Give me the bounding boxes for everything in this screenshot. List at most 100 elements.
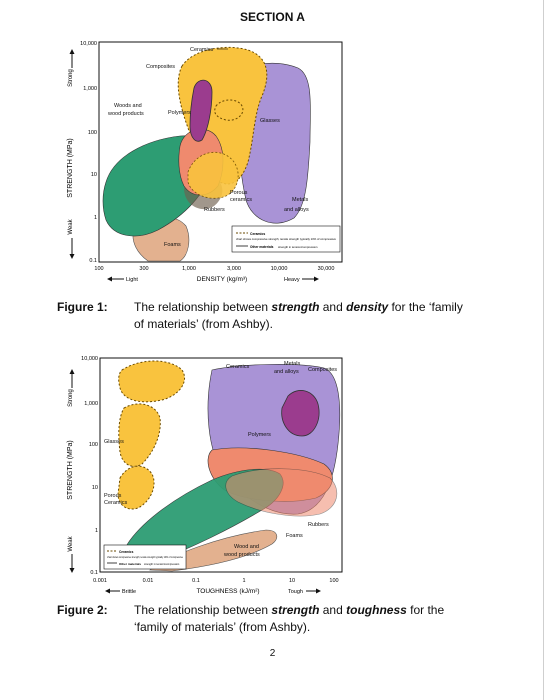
figure1-x-arrow-left-head — [107, 276, 112, 282]
page-number: 2 — [269, 648, 276, 659]
figure1-label-rubbers: Rubbers — [204, 207, 225, 213]
figure1-y-tick: 0.1 — [89, 258, 97, 264]
figure2-label-porous-1: Porous — [104, 493, 122, 499]
figure2-label-ceramics: Ceramics — [226, 364, 249, 370]
figure2-legend: Ceramics chart shows compressive strengt… — [103, 544, 187, 570]
figure2-caption-label: Figure 2: — [57, 603, 108, 617]
figure2-region-porous — [117, 465, 155, 510]
figure1-caption-strength: strength — [271, 300, 320, 314]
figure2-label-porous-2: Ceramics — [104, 500, 127, 506]
figure2-chart: STRENGTH (MPa) Strong Weak 10,000 1,000 … — [67, 356, 343, 595]
figure2-x-tick: 10 — [289, 578, 295, 584]
section-title: SECTION A — [240, 10, 305, 24]
figure1-x-light: Light — [126, 277, 138, 283]
figure2-caption-part: for the ‘family of materials’ (from Ashb… — [134, 603, 445, 634]
figure1-legend-other-label: Other materials — [250, 245, 274, 249]
figure1-y-axis: STRENGTH (MPa) Strong Weak 10,000 1,000 … — [67, 41, 97, 264]
figure2-x-tick: 100 — [329, 578, 338, 584]
figure2-caption-toughness: toughness — [346, 603, 407, 617]
figure1-region-glasses — [214, 99, 244, 121]
figure2-x-brittle: Brittle — [122, 589, 136, 595]
figure2-region-ceramics — [118, 360, 185, 403]
figure1-label-metals-2: and alloys — [284, 207, 309, 213]
figure2-y-tick: 100 — [89, 442, 98, 448]
figure1-y-weak: Weak — [68, 218, 74, 234]
figure1-caption: Figure 1: The relationship between stren… — [57, 299, 497, 335]
figure1-x-tick: 100 — [94, 266, 103, 272]
figure2-label-metals-1: Metals — [284, 361, 300, 367]
figure2-region-rubbers — [225, 468, 338, 517]
figure1-x-tick: 1,000 — [182, 266, 196, 272]
figure1-x-tick: 3,000 — [227, 266, 241, 272]
figure2-y-tick: 1,000 — [84, 401, 98, 407]
figure1-x-tick: 300 — [139, 266, 148, 272]
figure2-label-woods-1: Wood and — [234, 544, 259, 550]
figure1-caption-part: The relationship between — [134, 300, 272, 314]
figure2-legend-ceramics-text: chart shows compressive strength; tensil… — [107, 556, 184, 559]
figure2-regions — [117, 360, 341, 572]
figure1-label-porous-2: ceramics — [230, 197, 252, 203]
figure2-region-labels: Ceramics Metals and alloys Composites Gl… — [104, 361, 337, 558]
figure2-caption: Figure 2: The relationship between stren… — [57, 602, 497, 638]
figure2-x-arrow-left-head — [105, 588, 110, 594]
figure2-y-tick: 10 — [92, 485, 98, 491]
figure1-y-arrow-up-head — [69, 49, 75, 54]
figure1-legend-box — [231, 225, 341, 253]
figure2-region-composites — [281, 390, 320, 437]
figure1-regions — [102, 46, 311, 262]
figure1-label-foams: Foams — [164, 242, 181, 248]
figure1-chart: STRENGTH (MPa) Strong Weak 10,000 1,000 … — [67, 41, 343, 283]
figure1-label-metals-1: Metals — [292, 197, 308, 203]
figure1-caption-part: and — [319, 300, 347, 314]
figure2-x-tough: Tough — [288, 589, 303, 595]
figure2-y-axis: STRENGTH (MPa) Strong Weak 10,000 1,000 … — [67, 356, 98, 576]
figure1-legend: Ceramics chart shows compressive strengt… — [231, 225, 341, 253]
figure1-legend-other-text: strength in tension/compression — [278, 245, 318, 249]
figure2-y-strong: Strong — [68, 389, 74, 407]
figure1-y-strong: Strong — [68, 69, 74, 87]
figure2-y-tick: 0.1 — [90, 570, 98, 576]
figure1-region-porous — [187, 151, 239, 199]
figure1-y-tick: 1,000 — [83, 86, 97, 92]
figure1-x-tick: 30,000 — [318, 266, 335, 272]
figure2-label-polymers: Polymers — [248, 432, 271, 438]
figure1-label-composites: Composites — [146, 64, 175, 70]
figure2-x-tick: 0.01 — [143, 578, 154, 584]
figure2-legend-ceramics-label: Ceramics — [119, 550, 134, 554]
figure2-x-arrow-right-head — [316, 588, 321, 594]
figure1-y-tick: 10 — [91, 172, 97, 178]
figure1-region-composites — [189, 79, 213, 142]
figure2-x-tick: 0.001 — [93, 578, 107, 584]
figure2-x-axis: 0.001 0.01 0.1 1 10 100 Brittle TOUGHNES… — [93, 578, 338, 595]
figure1-label-ceramics: Ceramics — [190, 47, 213, 53]
figure2-label-rubbers: Rubbers — [308, 522, 329, 528]
figure2-region-glasses — [118, 403, 161, 467]
figure2-label-composites: Composites — [308, 367, 337, 373]
figure1-y-tick: 1 — [94, 215, 97, 221]
figure2-caption-text: The relationship between strength and to… — [134, 602, 474, 636]
figure2-legend-box — [103, 544, 187, 570]
figure1-label-glasses: Glasses — [260, 118, 280, 124]
figure2-legend-other-label: Other materials — [119, 562, 141, 566]
figure1-x-heavy: Heavy — [284, 277, 300, 283]
figure2-caption-part: The relationship between — [134, 603, 272, 617]
figure1-caption-text: The relationship between strength and de… — [134, 299, 474, 333]
figure1-x-axis-label: DENSITY (kg/m³) — [197, 276, 247, 283]
figure1-y-arrow-down-head — [69, 254, 75, 259]
figure1-label-polymers: Polymers — [168, 110, 191, 116]
figure2-y-arrow-down-head — [69, 568, 75, 573]
figure2-label-woods-2: wood products — [223, 552, 260, 558]
figure2-label-metals-2: and alloys — [274, 369, 299, 375]
figure1-y-tick: 100 — [88, 130, 97, 136]
figure2-caption-strength: strength — [271, 603, 320, 617]
figure2-x-tick: 0.1 — [192, 578, 200, 584]
figure2-legend-other-text: strength in tension/compression — [144, 563, 180, 566]
figure2-label-foams: Foams — [286, 533, 303, 539]
figure1-caption-density: density — [346, 300, 389, 314]
figure1-caption-part: for the ‘family of materials’ (from Ashb… — [134, 300, 463, 331]
figure1-legend-ceramics-text: chart shows compressive strength; tensil… — [236, 237, 337, 241]
figure1-legend-ceramics-label: Ceramics — [250, 232, 265, 236]
figure2-y-tick: 1 — [95, 528, 98, 534]
figure1-region-labels: Ceramics Composites Woods and wood produ… — [107, 47, 309, 248]
